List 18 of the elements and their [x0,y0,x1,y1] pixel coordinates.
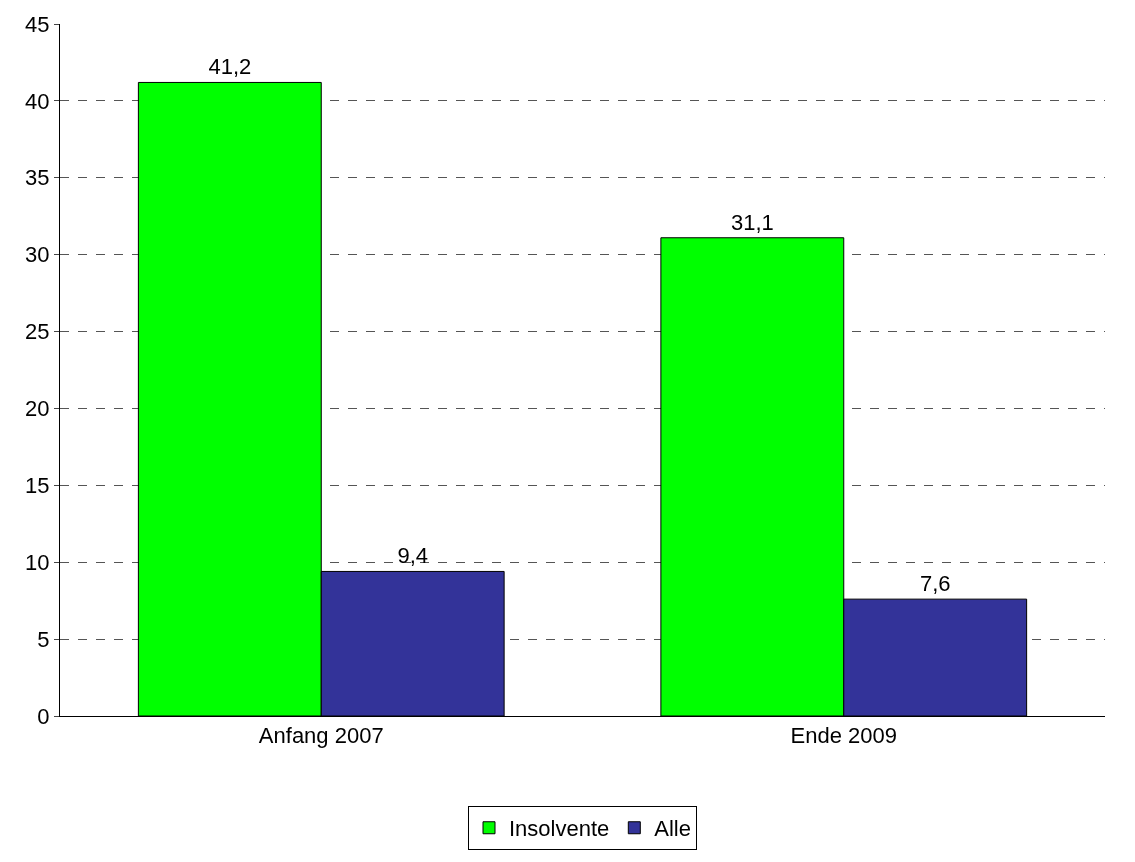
y-tick-label: 30 [25,242,50,268]
y-tick-label: 20 [25,396,50,422]
y-tick-label: 35 [25,165,50,191]
data-label: 41,2 [208,54,252,80]
legend-label: Alle [654,816,691,842]
x-tick-label: Ende 2009 [790,723,897,749]
y-tick-label: 10 [25,549,50,575]
data-label: 7,6 [919,571,951,597]
y-tick-label: 45 [25,11,50,37]
data-label: 9,4 [397,543,428,569]
y-tick-label: 25 [25,319,50,345]
y-tick-label: 15 [25,473,50,499]
legend-label: Insolvente [509,816,610,842]
y-tick-label: 40 [25,88,50,114]
y-tick-label: 5 [37,626,50,652]
data-label: 31,1 [730,209,774,235]
y-tick-label: 0 [37,703,50,729]
x-tick-label: Anfang 2007 [258,723,384,749]
